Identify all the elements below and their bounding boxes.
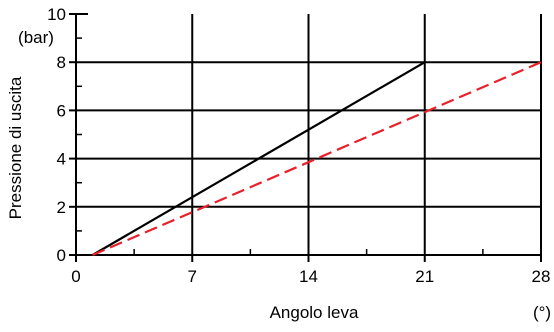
y-tick-label: 4 (57, 150, 66, 169)
y-tick-label: 6 (57, 101, 66, 120)
axes (69, 13, 542, 262)
y-axis-label: Pressione di uscita (6, 76, 25, 219)
x-tick-label: 7 (188, 267, 197, 286)
x-tick-label: 28 (532, 267, 551, 286)
series-lines (92, 61, 542, 257)
y-tick-label: 0 (57, 246, 66, 265)
x-tick-label: 21 (415, 267, 434, 286)
y-tick-label: 10 (47, 5, 66, 24)
grid-lines (76, 13, 542, 255)
series-line-1 (92, 61, 426, 256)
x-axis-label: Angolo leva (270, 303, 359, 322)
x-tick-label: 14 (299, 267, 318, 286)
y-axis-unit: (bar) (18, 28, 54, 47)
y-tick-label: 2 (57, 198, 66, 217)
x-tick-label: 0 (71, 267, 80, 286)
tick-labels: 0 7 14 21 28 0 2 4 6 8 10 (47, 5, 550, 286)
y-tick-label: 8 (57, 53, 66, 72)
x-axis-unit: (°) (533, 303, 551, 322)
series-line-2 (92, 61, 542, 257)
